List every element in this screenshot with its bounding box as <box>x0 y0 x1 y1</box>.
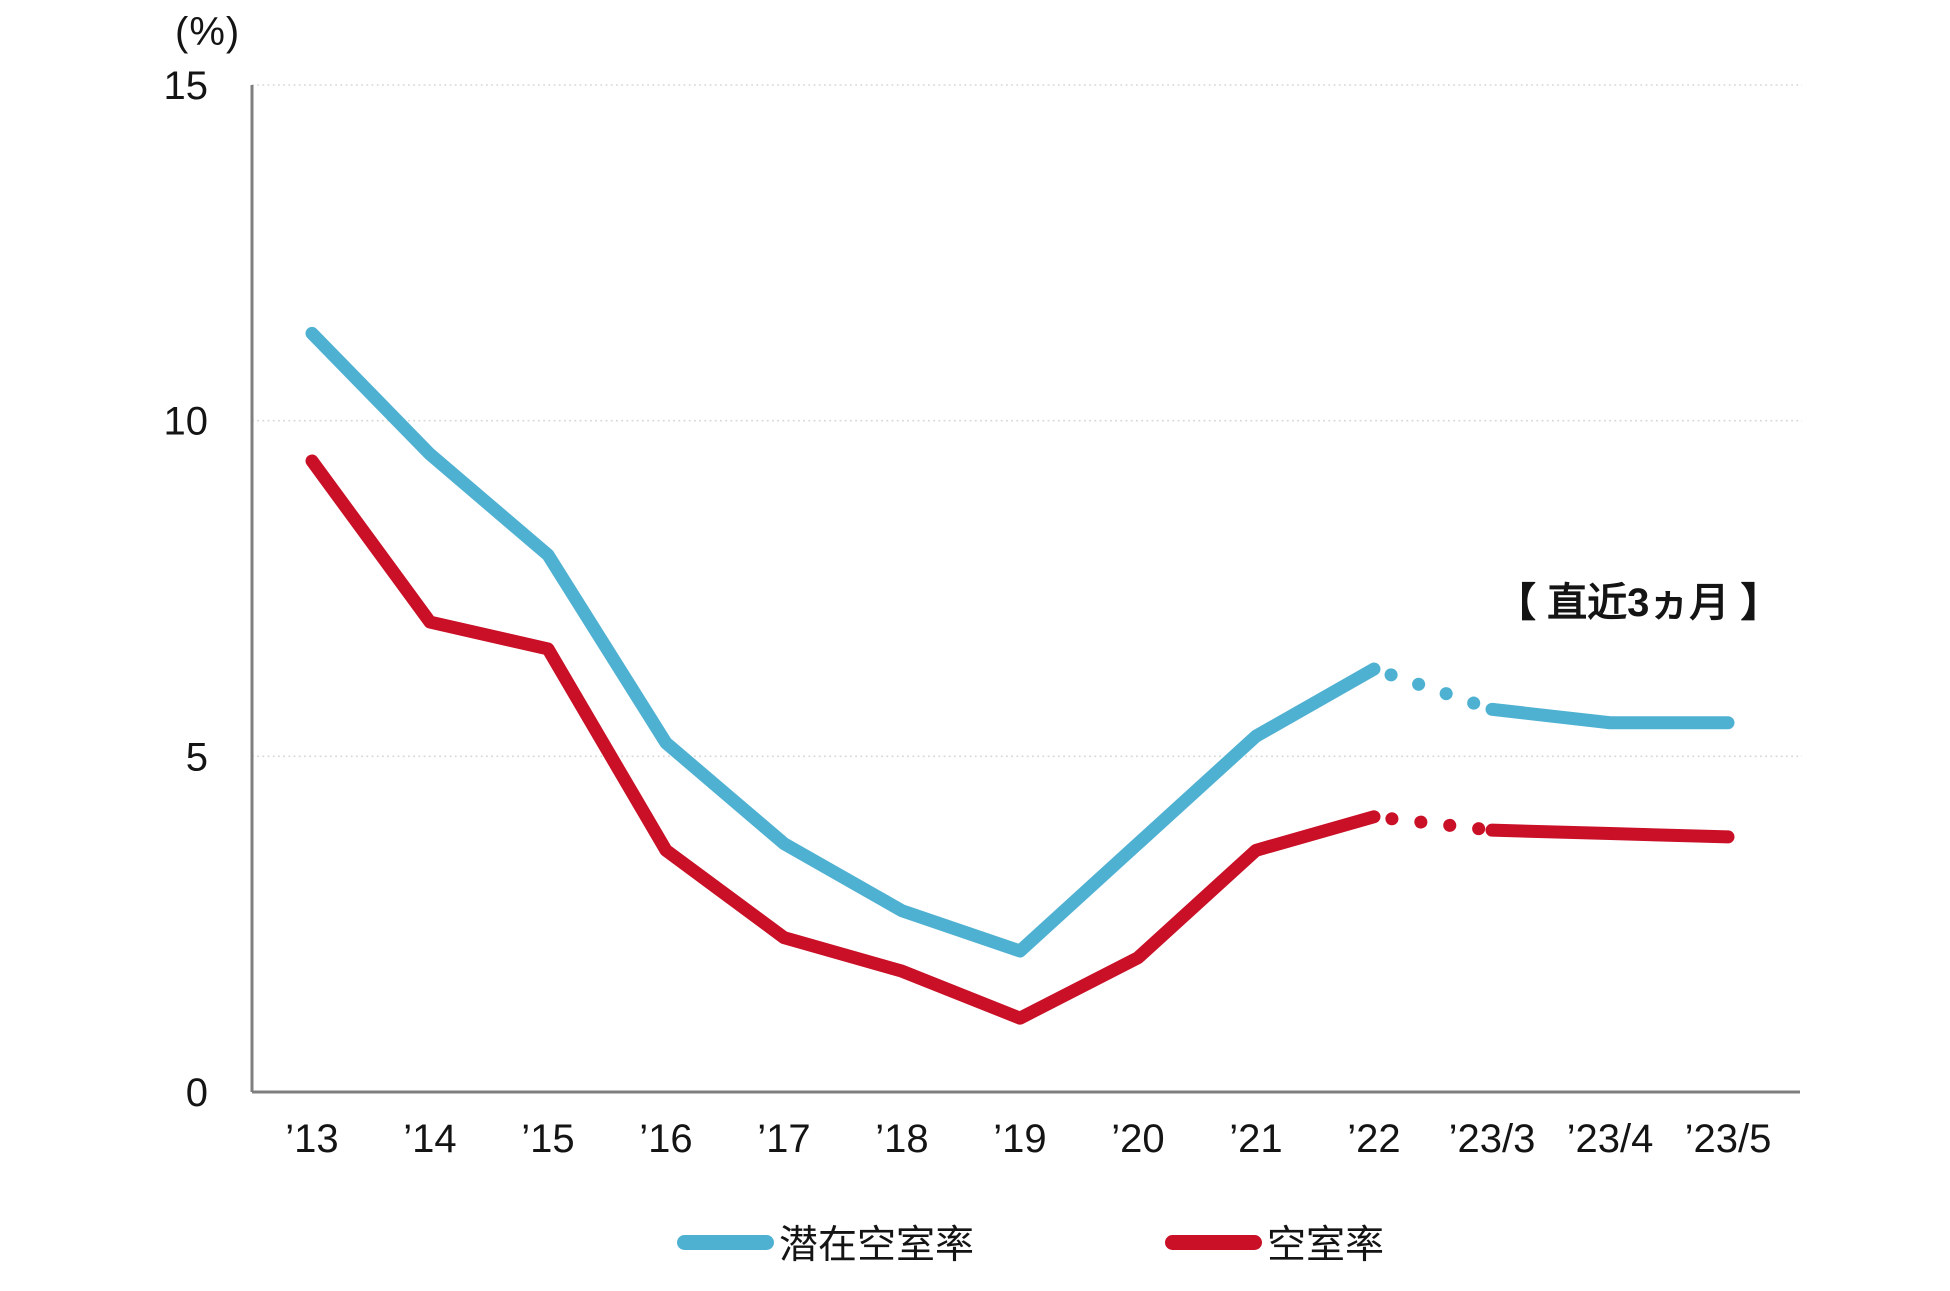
x-tick-label: ’22 <box>1347 1117 1400 1161</box>
x-tick-label: ’14 <box>403 1117 456 1161</box>
x-tick-label: ’21 <box>1229 1117 1282 1161</box>
y-tick-label: 15 <box>164 64 209 108</box>
series-line-dotted-空室率 <box>1367 810 1499 837</box>
legend-swatch-vacancy-rate <box>1165 1234 1262 1250</box>
y-axis-unit-label: (%) <box>175 10 241 54</box>
legend-item-vacancy-rate: 空室率 <box>1165 1218 1384 1267</box>
series-line-solid-recent-空室率 <box>1485 823 1735 844</box>
series-line-solid-潜在空室率 <box>305 326 1381 958</box>
legend-label-vacancy-rate: 空室率 <box>1267 1224 1385 1267</box>
y-tick-label: 5 <box>186 735 208 779</box>
y-tick-label: 0 <box>186 1071 208 1115</box>
legend-item-potential-vacancy-rate: 潜在空室率 <box>677 1218 974 1267</box>
x-tick-label: ’20 <box>1111 1117 1164 1161</box>
x-tick-label: ’18 <box>875 1117 928 1161</box>
x-tick-label: ’23/4 <box>1567 1117 1654 1161</box>
legend-label-potential-vacancy-rate: 潜在空室率 <box>779 1224 975 1267</box>
y-tick-label: 10 <box>164 400 209 444</box>
chart-legend: 潜在空室率 空室率 <box>0 1218 1950 1278</box>
series-line-dotted-潜在空室率 <box>1367 662 1499 716</box>
x-tick-label: ’15 <box>521 1117 574 1161</box>
x-tick-label: ’19 <box>993 1117 1046 1161</box>
legend-swatch-potential-vacancy-rate <box>677 1234 774 1250</box>
series-line-solid-recent-潜在空室率 <box>1485 702 1735 730</box>
x-tick-label: ’23/3 <box>1449 1117 1536 1161</box>
x-tick-label: ’16 <box>639 1117 692 1161</box>
recent-months-annotation: 【 直近3ヵ月 】 <box>1496 581 1781 625</box>
x-tick-label: ’23/5 <box>1685 1117 1772 1161</box>
x-tick-label: ’13 <box>285 1117 338 1161</box>
x-tick-label: ’17 <box>757 1117 810 1161</box>
series-line-solid-空室率 <box>305 454 1381 1025</box>
